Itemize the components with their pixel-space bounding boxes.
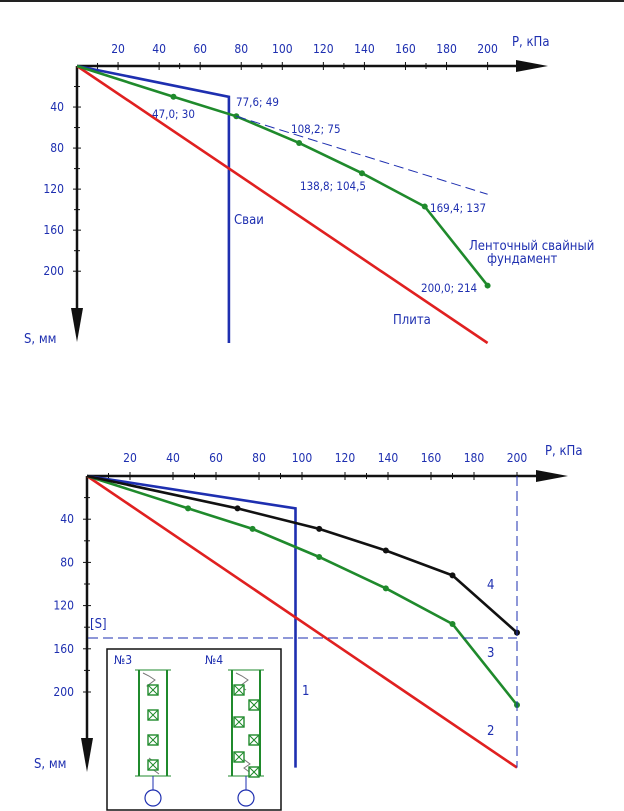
series-line	[76, 64, 489, 345]
data-point	[316, 554, 323, 560]
series-line	[86, 474, 518, 634]
chart1-legend-strip-foundation-2: фундамент	[487, 252, 557, 267]
marker-circle-icon	[144, 789, 162, 807]
y-tick-label: 40	[50, 100, 64, 114]
data-point	[382, 547, 389, 554]
data-point	[421, 203, 428, 210]
y-tick-label: 120	[43, 182, 64, 196]
marker-circle-icon	[237, 789, 255, 807]
pile-cross-icon	[147, 684, 159, 696]
chart-1: 20 40 60 80 100 120 140 160 180 200 40 80 120 160 200 4…	[43, 42, 548, 345]
x-tick-label: 200	[507, 451, 528, 465]
y-tick-label: 200	[43, 264, 64, 278]
y-tick-label: 200	[53, 685, 74, 699]
x-tick-label: 140	[354, 42, 375, 56]
x-tick-label: 20	[123, 451, 137, 465]
data-point	[382, 585, 389, 592]
pile-column	[228, 669, 264, 807]
pile-cross-icon	[233, 684, 245, 696]
chart1-y-axis-label: S, мм	[24, 332, 57, 347]
data-point	[234, 505, 241, 512]
pile-column	[135, 669, 171, 807]
y-tick-label: 40	[60, 512, 74, 526]
y-axis-arrow-icon	[81, 738, 93, 772]
data-point	[449, 620, 456, 627]
x-tick-label: 200	[477, 42, 498, 56]
data-point	[249, 525, 256, 532]
chart1-legend-slab: Плита	[393, 313, 431, 328]
x-tick-label: 80	[234, 42, 248, 56]
x-tick-label: 180	[464, 451, 485, 465]
pile-cross-icon	[233, 716, 245, 728]
x-tick-label: 120	[313, 42, 334, 56]
chart2-x-axis-label: Р, кПа	[545, 444, 583, 459]
pile-cross-icon	[248, 766, 260, 778]
chart2-y-axis-label: S, мм	[34, 757, 67, 772]
x-tick-label: 120	[335, 451, 356, 465]
series-line	[76, 64, 231, 343]
x-tick-label: 140	[378, 451, 399, 465]
chart1-x-axis-label: Р, кПа	[512, 35, 550, 50]
pile-cross-icon	[147, 759, 159, 771]
x-tick-label: 80	[252, 451, 266, 465]
chart2-curve-label-4: 4	[487, 578, 494, 593]
point-value-label: 138,8; 104,5	[300, 179, 366, 193]
x-tick-label: 100	[292, 451, 313, 465]
chart1-legend-piles: Сваи	[234, 213, 264, 228]
chart-2: 20 40 60 80 100 120 140 160 180 200 40 80 120 160 200	[53, 451, 568, 772]
pile-cross-icon	[147, 709, 159, 721]
inset-label-n3: №3	[114, 653, 132, 667]
pile-cross-icon	[248, 699, 260, 711]
chart2-curve-label-1: 1	[302, 684, 309, 699]
pile-cross-icon	[147, 734, 159, 746]
x-tick-label: 40	[166, 451, 180, 465]
chart2-curve-label-2: 2	[487, 724, 494, 739]
x-tick-label: 180	[436, 42, 457, 56]
x-axis-arrow-icon	[536, 470, 568, 482]
x-axis-arrow-icon	[516, 60, 548, 72]
inset-label-n4: №4	[205, 653, 223, 667]
inset-frame	[106, 648, 282, 811]
x-tick-label: 20	[111, 42, 125, 56]
y-tick-label: 80	[50, 141, 64, 155]
chart1-legend-strip-foundation: Ленточный свайный	[469, 239, 594, 254]
data-point	[185, 505, 192, 512]
trend-dashed-line	[236, 115, 488, 195]
y-tick-label: 80	[60, 555, 74, 569]
x-tick-label: 60	[209, 451, 223, 465]
x-tick-label: 100	[272, 42, 293, 56]
x-tick-label: 160	[421, 451, 442, 465]
top-border-line	[0, 0, 624, 2]
x-tick-label: 60	[193, 42, 207, 56]
data-point	[484, 282, 491, 289]
point-value-label: 169,4; 137	[430, 201, 486, 215]
series-line	[76, 64, 489, 287]
chart2-limit-label: [S]	[90, 617, 107, 632]
data-point	[170, 93, 177, 100]
y-tick-label: 120	[53, 599, 74, 613]
y-tick-label: 160	[53, 642, 74, 656]
series-line	[86, 474, 297, 768]
point-value-label: 200,0; 214	[421, 281, 477, 295]
data-point	[358, 170, 365, 177]
point-value-label: 108,2; 75	[291, 122, 341, 136]
data-point	[316, 525, 323, 532]
series-line	[86, 474, 518, 769]
chart2-curve-label-3: 3	[487, 646, 494, 661]
pile-cross-icon	[248, 734, 260, 746]
pile-cross-icon	[233, 751, 245, 763]
x-tick-label: 160	[395, 42, 416, 56]
point-value-label: 47,0; 30	[152, 107, 195, 121]
data-point	[449, 572, 456, 579]
data-point	[296, 139, 303, 146]
y-tick-label: 160	[43, 223, 64, 237]
inset-pile-scheme: №3 №4	[106, 648, 282, 811]
y-axis-arrow-icon	[71, 308, 83, 342]
x-tick-label: 40	[152, 42, 166, 56]
break-line-icon	[241, 757, 253, 775]
point-value-label: 77,6; 49	[236, 95, 279, 109]
